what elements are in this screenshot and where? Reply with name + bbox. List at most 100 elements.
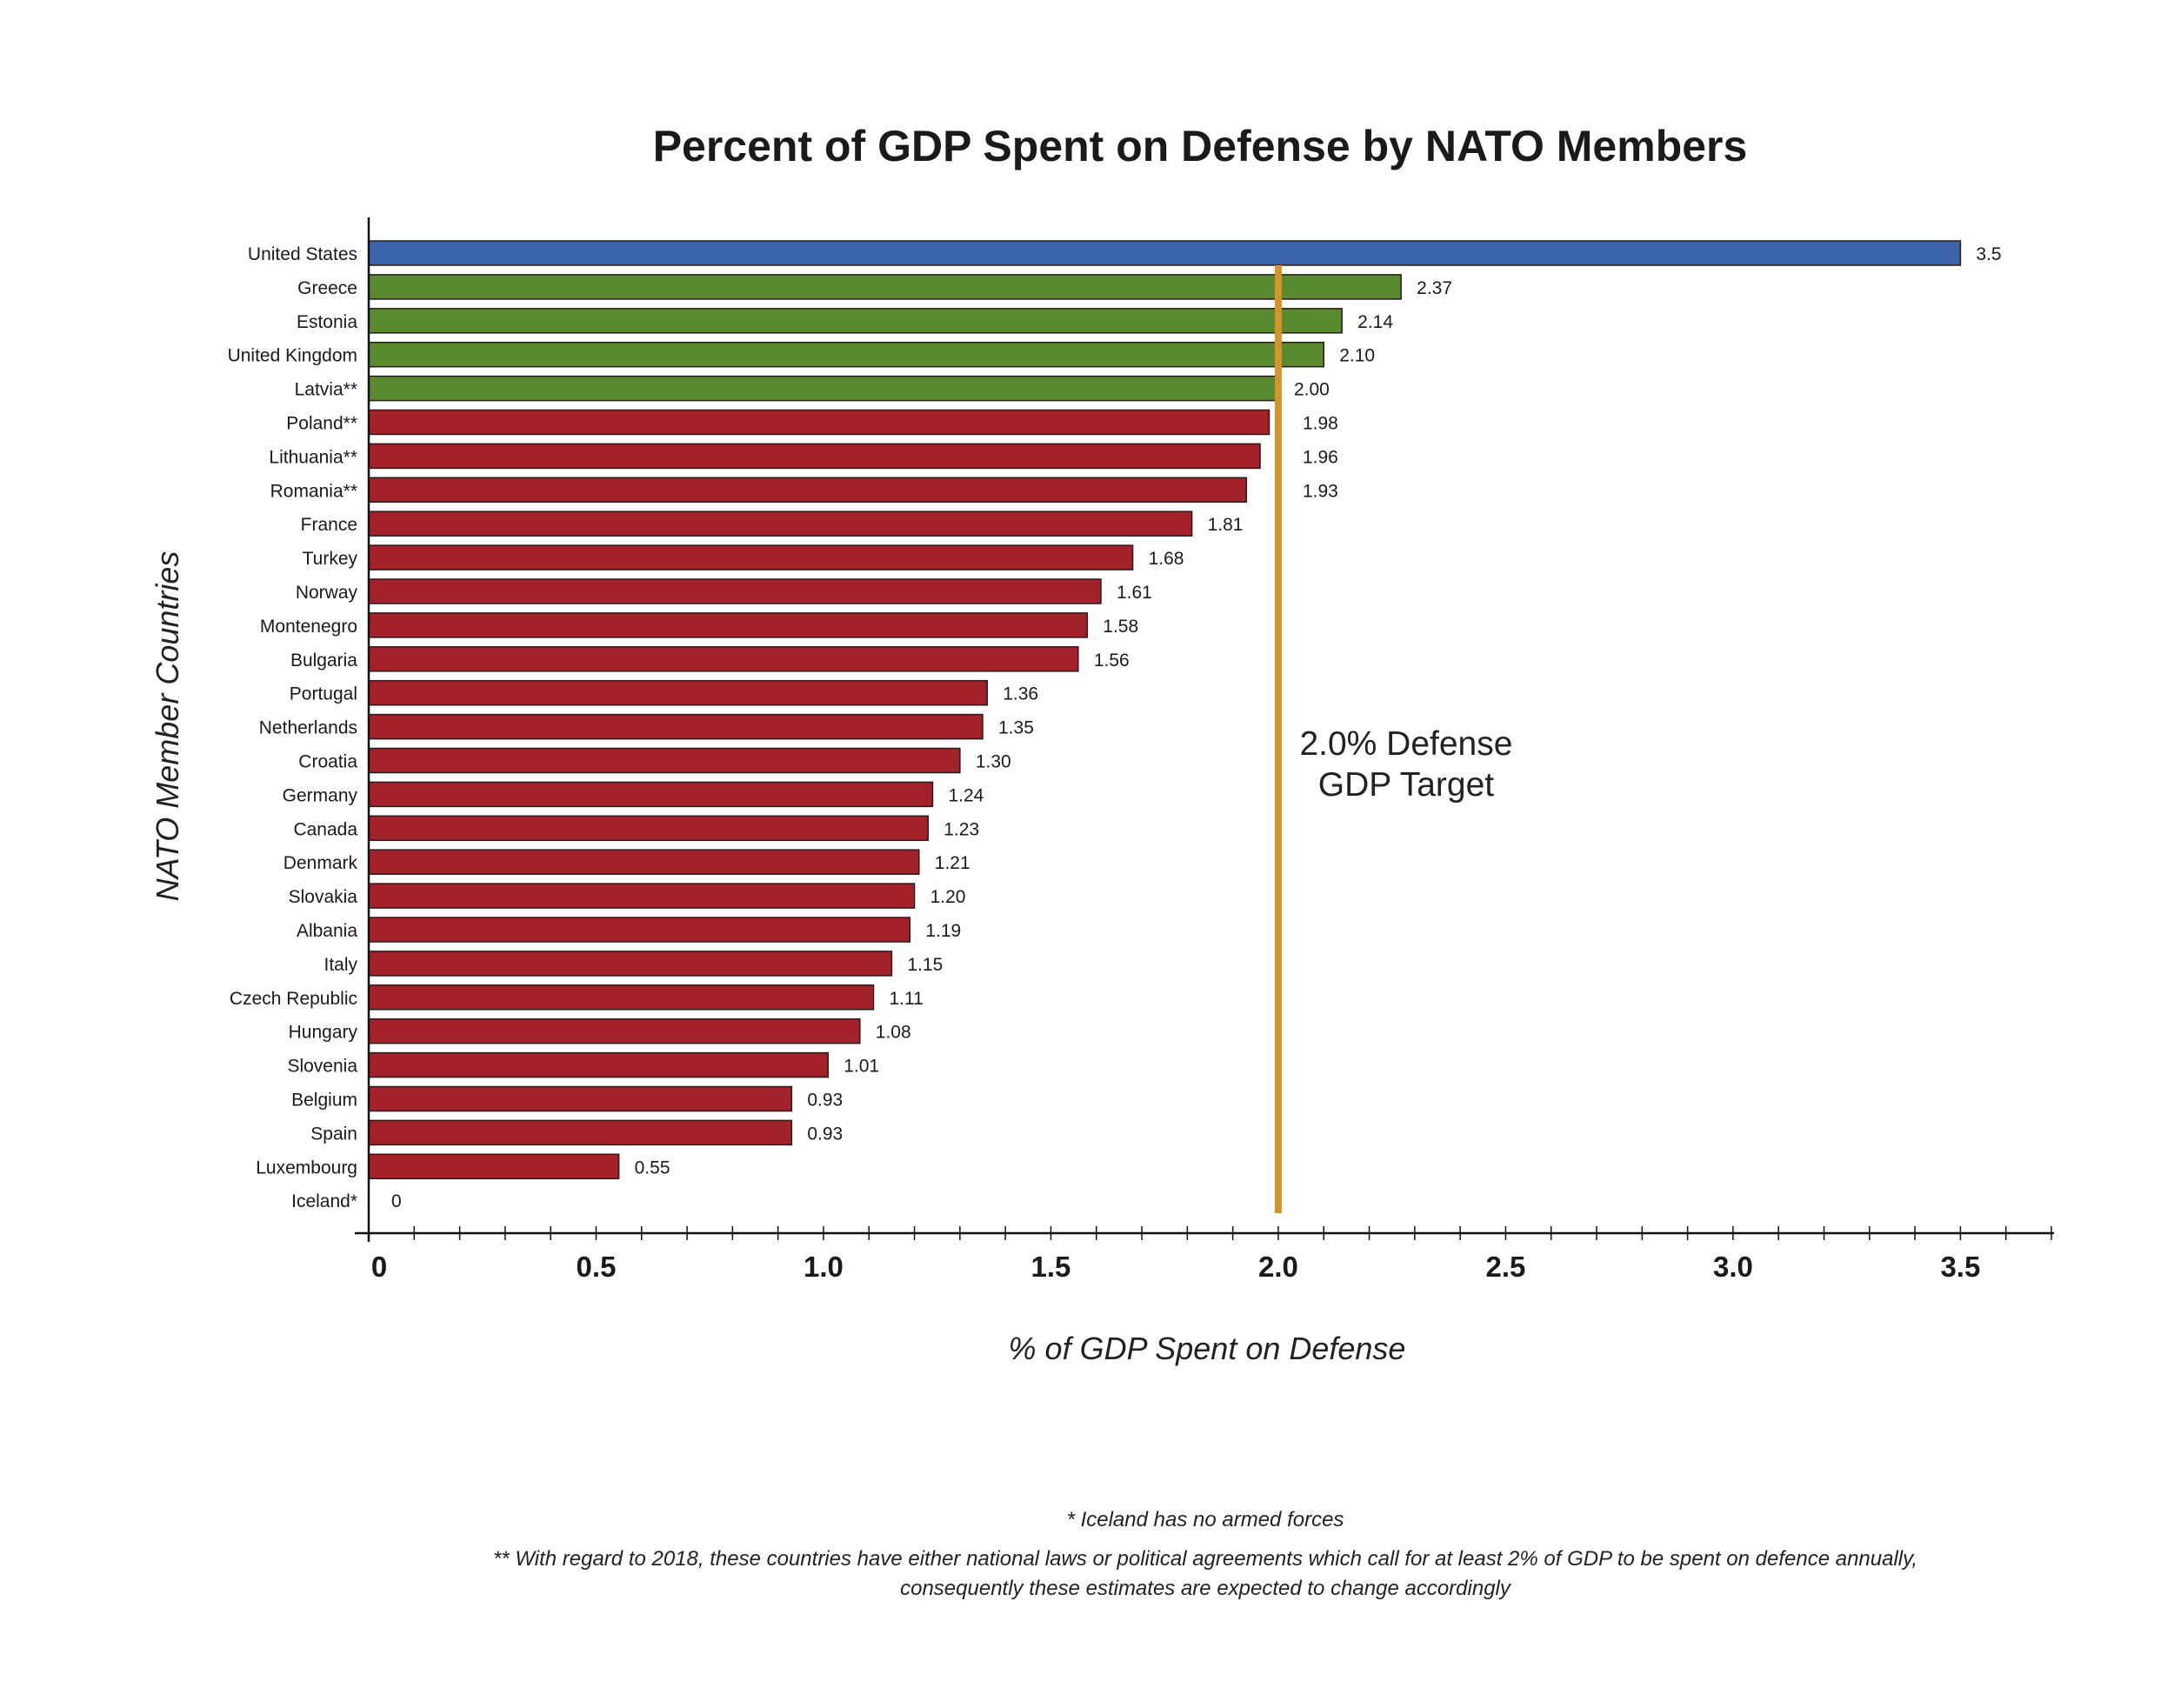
- category-label-greece: Greece: [297, 278, 357, 298]
- bar-greece: [368, 274, 1402, 300]
- x-tick-label: 1.0: [804, 1251, 844, 1283]
- chart-title: Percent of GDP Spent on Defense by NATO …: [653, 122, 1748, 170]
- bar-italy: [368, 951, 893, 977]
- x-axis-label: % of GDP Spent on Defense: [1009, 1331, 1406, 1366]
- bar-portugal: [368, 679, 988, 706]
- bar-norway: [368, 578, 1102, 604]
- category-label-poland: Poland**: [286, 414, 357, 434]
- category-label-belgium: Belgium: [291, 1091, 357, 1111]
- category-label-united-states: United States: [248, 244, 357, 264]
- bar-latvia: [368, 375, 1279, 402]
- x-axis: 0 0.5 1.0 1.5 2.0 2.5 3.0 3.5: [355, 217, 2054, 1283]
- bar-slovenia: [368, 1051, 829, 1078]
- value-label-norway: 1.61: [1117, 583, 1152, 603]
- bar-united-states: [368, 240, 1962, 266]
- category-label-italy: Italy: [323, 955, 357, 975]
- category-label-turkey: Turkey: [303, 549, 358, 569]
- value-label-poland: 1.98: [1303, 414, 1338, 434]
- bar-albania: [368, 917, 911, 943]
- bar-slovakia: [368, 883, 916, 909]
- y-axis-label: NATO Member Countries: [150, 551, 185, 902]
- category-label-united-kingdom: United Kingdom: [228, 346, 357, 366]
- value-label-iceland: 0: [391, 1191, 402, 1211]
- value-label-luxembourg: 0.55: [635, 1158, 670, 1178]
- bar-canada: [368, 815, 930, 842]
- value-label-hungary: 1.08: [876, 1023, 911, 1043]
- bar-germany: [368, 781, 934, 808]
- category-label-luxembourg: Luxembourg: [256, 1158, 357, 1178]
- bar-croatia: [368, 747, 961, 774]
- category-label-spain: Spain: [310, 1124, 357, 1144]
- value-label-germany: 1.24: [948, 785, 984, 805]
- bar-poland: [368, 409, 1270, 436]
- value-label-lithuania: 1.96: [1303, 447, 1338, 467]
- value-label-slovenia: 1.01: [844, 1057, 879, 1077]
- category-label-czech-republic: Czech Republic: [230, 989, 357, 1009]
- bar-czech-republic: [368, 984, 875, 1011]
- category-label-slovenia: Slovenia: [287, 1057, 357, 1077]
- bars-layer: United States 3.5 Greece 2.37 Estonia 2.14 Uni…: [228, 240, 2002, 1211]
- bar-bulgaria: [368, 646, 1079, 672]
- bar-luxembourg: [368, 1153, 620, 1180]
- footnote-iceland: * Iceland has no armed forces: [1067, 1508, 1344, 1531]
- value-label-croatia: 1.30: [976, 752, 1011, 772]
- bar-united-kingdom: [368, 341, 1324, 368]
- category-label-lithuania: Lithuania**: [269, 447, 357, 467]
- category-label-portugal: Portugal: [290, 684, 357, 704]
- category-label-estonia: Estonia: [297, 312, 357, 332]
- value-label-france: 1.81: [1208, 515, 1244, 535]
- category-label-france: France: [301, 515, 357, 535]
- value-label-canada: 1.23: [944, 819, 979, 839]
- x-tick-label: 1.5: [1031, 1251, 1071, 1283]
- x-tick-label: 0.5: [577, 1251, 617, 1283]
- value-label-portugal: 1.36: [1003, 684, 1038, 704]
- category-label-slovakia: Slovakia: [289, 887, 358, 907]
- value-label-turkey: 1.68: [1149, 549, 1184, 569]
- category-label-latvia: Latvia**: [295, 380, 357, 400]
- target-label-line1: 2.0% Defense: [1299, 725, 1512, 763]
- value-label-slovakia: 1.20: [930, 887, 966, 907]
- value-label-albania: 1.19: [925, 921, 961, 941]
- value-label-spain: 0.93: [807, 1124, 843, 1144]
- bar-turkey: [368, 544, 1134, 570]
- bar-romania: [368, 477, 1248, 504]
- value-label-montenegro: 1.58: [1103, 617, 1138, 637]
- value-label-denmark: 1.21: [935, 853, 970, 873]
- value-label-italy: 1.15: [907, 955, 943, 975]
- bar-montenegro: [368, 612, 1089, 638]
- category-label-netherlands: Netherlands: [259, 718, 357, 738]
- bar-france: [368, 510, 1193, 537]
- value-label-latvia: 2.00: [1294, 380, 1330, 400]
- value-label-greece: 2.37: [1417, 278, 1452, 298]
- bar-estonia: [368, 308, 1343, 334]
- value-label-bulgaria: 1.56: [1094, 651, 1130, 671]
- value-label-romania: 1.93: [1303, 481, 1338, 501]
- footnote-agreements-cont: consequently these estimates are expecte…: [900, 1577, 1512, 1600]
- category-label-albania: Albania: [297, 921, 357, 941]
- bar-denmark: [368, 849, 920, 875]
- category-label-bulgaria: Bulgaria: [290, 651, 357, 671]
- bar-spain: [368, 1119, 793, 1146]
- bar-lithuania: [368, 443, 1261, 470]
- category-label-croatia: Croatia: [298, 752, 357, 772]
- target-label-line2: GDP Target: [1318, 766, 1494, 804]
- category-label-norway: Norway: [296, 583, 358, 603]
- category-label-montenegro: Montenegro: [260, 617, 357, 637]
- category-label-romania: Romania**: [270, 481, 357, 501]
- bar-belgium: [368, 1085, 793, 1112]
- x-tick-label: 2.0: [1258, 1251, 1298, 1283]
- category-label-iceland: Iceland*: [291, 1191, 357, 1211]
- bar-hungary: [368, 1017, 861, 1044]
- x-tick-label: 3.0: [1713, 1251, 1753, 1283]
- category-label-germany: Germany: [283, 785, 358, 805]
- x-tick-label: 2.5: [1485, 1251, 1525, 1283]
- value-label-netherlands: 1.35: [998, 718, 1034, 738]
- category-label-denmark: Denmark: [283, 853, 358, 873]
- value-label-estonia: 2.14: [1357, 312, 1393, 332]
- value-label-united-kingdom: 2.10: [1339, 346, 1375, 366]
- value-label-united-states: 3.5: [1976, 244, 2001, 264]
- category-label-canada: Canada: [293, 819, 357, 839]
- x-tick-label: 3.5: [1940, 1251, 1980, 1283]
- x-tick-label: 0: [371, 1251, 387, 1283]
